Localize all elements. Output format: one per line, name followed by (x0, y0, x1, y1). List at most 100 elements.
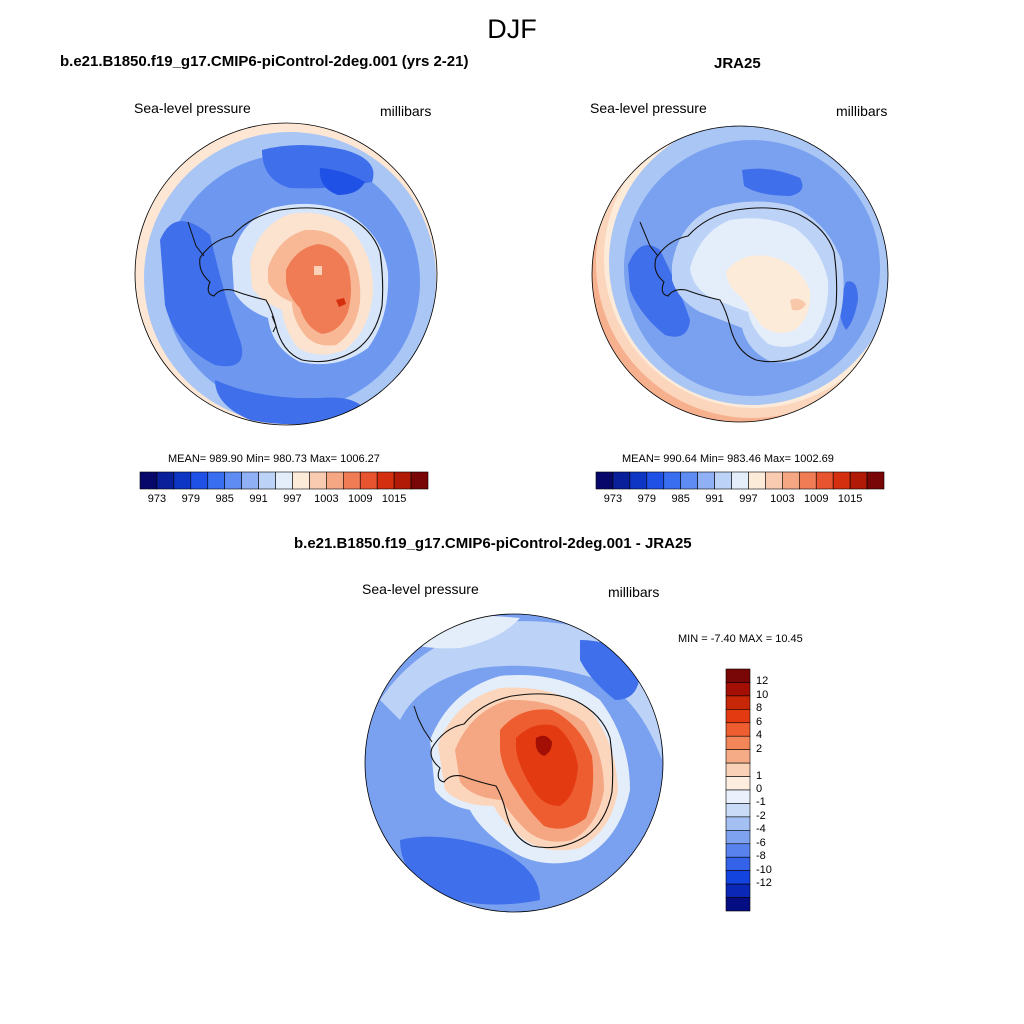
map2-fill-high (726, 255, 811, 333)
colorbar-difference-swatch (725, 776, 751, 791)
map2-peninsula-coastline (639, 221, 659, 257)
colorbar-jra25-swatch (832, 471, 851, 490)
colorbar-jra25-swatch (748, 471, 766, 490)
panel-3-stats: MIN = -7.40 MAX = 10.45 (678, 633, 803, 645)
map1-spot-light (314, 266, 322, 275)
panel-3-title: b.e21.B1850.f19_g17.CMIP6-piControl-2deg… (294, 535, 692, 552)
map1-spot-max (336, 298, 346, 307)
colorbar-jra25-tick-label: 979 (637, 493, 656, 505)
colorbar-jra25-tick-label: 1015 (837, 493, 863, 505)
colorbar-difference-swatch (725, 843, 751, 858)
colorbar-model-swatch (309, 471, 327, 490)
colorbar-difference-tick-label: 1 (756, 769, 763, 782)
colorbar-jra25-swatch (849, 471, 868, 490)
colorbar-difference-tick-label: 12 (756, 675, 769, 688)
colorbar-jra25-swatch (815, 471, 834, 490)
panel-1-title: b.e21.B1850.f19_g17.CMIP6-piControl-2deg… (60, 53, 469, 70)
colorbar-difference-tick-label: -10 (756, 863, 772, 876)
colorbar-model-tick-label: 985 (215, 493, 234, 505)
colorbar-model-tick-label: 991 (249, 493, 268, 505)
colorbar-model-tick-label: 997 (283, 493, 302, 505)
panel-2-variable-label: Sea-level pressure (590, 100, 707, 116)
colorbar-difference-swatch (725, 803, 751, 818)
map-difference-slp (364, 613, 664, 913)
colorbar-jra25-swatch (798, 471, 817, 490)
colorbar-difference-tick-label: 10 (756, 688, 769, 701)
colorbar-jra25 (595, 471, 885, 490)
colorbar-model-swatch (173, 471, 192, 490)
colorbar-jra25-swatch (629, 471, 648, 490)
colorbar-model-swatch (139, 471, 158, 490)
colorbar-model-swatch (376, 471, 395, 490)
map-model-slp (134, 122, 438, 426)
colorbar-difference-swatch (725, 883, 751, 898)
colorbar-model-swatch (292, 471, 310, 490)
map3-antarctica-coastline (430, 693, 614, 849)
colorbar-jra25-tick-label: 991 (705, 493, 724, 505)
colorbar-difference-tick-label: 4 (756, 729, 763, 742)
panel-2-title: JRA25 (714, 55, 761, 72)
colorbar-difference-swatch (725, 816, 751, 831)
colorbar-model-swatch (190, 471, 209, 490)
colorbar-model-tick-label: 1009 (347, 493, 373, 505)
colorbar-difference-swatch (725, 762, 751, 777)
colorbar-model-swatch (224, 471, 242, 490)
colorbar-model-tick-label: 979 (181, 493, 200, 505)
panel-2-stats: MEAN= 990.64 Min= 983.46 Max= 1002.69 (622, 453, 834, 465)
colorbar-jra25-swatch (663, 471, 682, 490)
colorbar-difference-tick-label: -4 (756, 823, 766, 836)
colorbar-difference-swatch (725, 709, 751, 724)
colorbar-difference-tick-label: 8 (756, 702, 763, 715)
colorbar-difference-swatch (725, 682, 751, 697)
map1-peninsula-coastline (187, 221, 205, 257)
colorbar-jra25-swatch (765, 471, 783, 490)
map2-antarctica-coastline (654, 207, 838, 363)
map1-low-south (215, 380, 365, 425)
map3-boundary (364, 613, 664, 913)
panel-3-variable-label: Sea-level pressure (362, 581, 479, 597)
colorbar-jra25-tick-label: 985 (671, 493, 690, 505)
colorbar-jra25-tick-label: 1009 (803, 493, 829, 505)
colorbar-difference-tick-label: -8 (756, 850, 766, 863)
colorbar-difference-tick-label: -12 (756, 877, 772, 890)
map2-boundary (591, 125, 889, 423)
colorbar-model-tick-label: 1015 (381, 493, 407, 505)
colorbar-jra25-swatch (646, 471, 665, 490)
map1-ross-ice-shelf-coast (271, 315, 277, 333)
colorbar-difference-tick-label: 0 (756, 783, 763, 795)
colorbar-jra25-swatch (782, 471, 800, 490)
colorbar-difference-swatch (725, 897, 751, 912)
colorbar-jra25-swatch (697, 471, 715, 490)
map1-low-north-core (319, 168, 365, 195)
colorbar-model (139, 471, 429, 490)
colorbar-jra25-swatch (866, 471, 885, 490)
colorbar-model-swatch (207, 471, 226, 490)
colorbar-model-swatch (275, 471, 293, 490)
figure-title: DJF (487, 14, 537, 44)
colorbar-difference-tick-label: -6 (756, 836, 766, 849)
colorbar-difference-swatch (725, 695, 751, 710)
map2-fill-max (790, 298, 806, 311)
map1-fill-high (286, 244, 351, 334)
colorbar-difference-swatch (725, 735, 751, 750)
colorbar-model-swatch (359, 471, 378, 490)
colorbar-model-swatch (241, 471, 259, 490)
map1-antarctica-coastline (199, 207, 384, 363)
colorbar-difference-swatch (725, 722, 751, 737)
colorbar-jra25-tick-label: 973 (603, 493, 623, 505)
panel-2-units-label: millibars (836, 103, 888, 119)
colorbar-jra25-swatch (680, 471, 698, 490)
colorbar-difference-swatch (725, 856, 751, 871)
panel-1-variable-label: Sea-level pressure (134, 100, 251, 116)
colorbar-model-swatch (410, 471, 429, 490)
colorbar-model-swatch (342, 471, 361, 490)
colorbar-model-tick-label: 1003 (314, 493, 339, 505)
colorbar-difference-swatch (725, 830, 751, 845)
panel-3-units-label: millibars (608, 584, 660, 600)
colorbar-jra25-tick-label: 997 (739, 493, 758, 505)
colorbar-jra25-swatch (714, 471, 732, 490)
colorbar-difference-tick-label: -1 (756, 796, 766, 809)
colorbar-difference-swatch (725, 870, 751, 885)
map-jra25-slp (591, 125, 889, 423)
